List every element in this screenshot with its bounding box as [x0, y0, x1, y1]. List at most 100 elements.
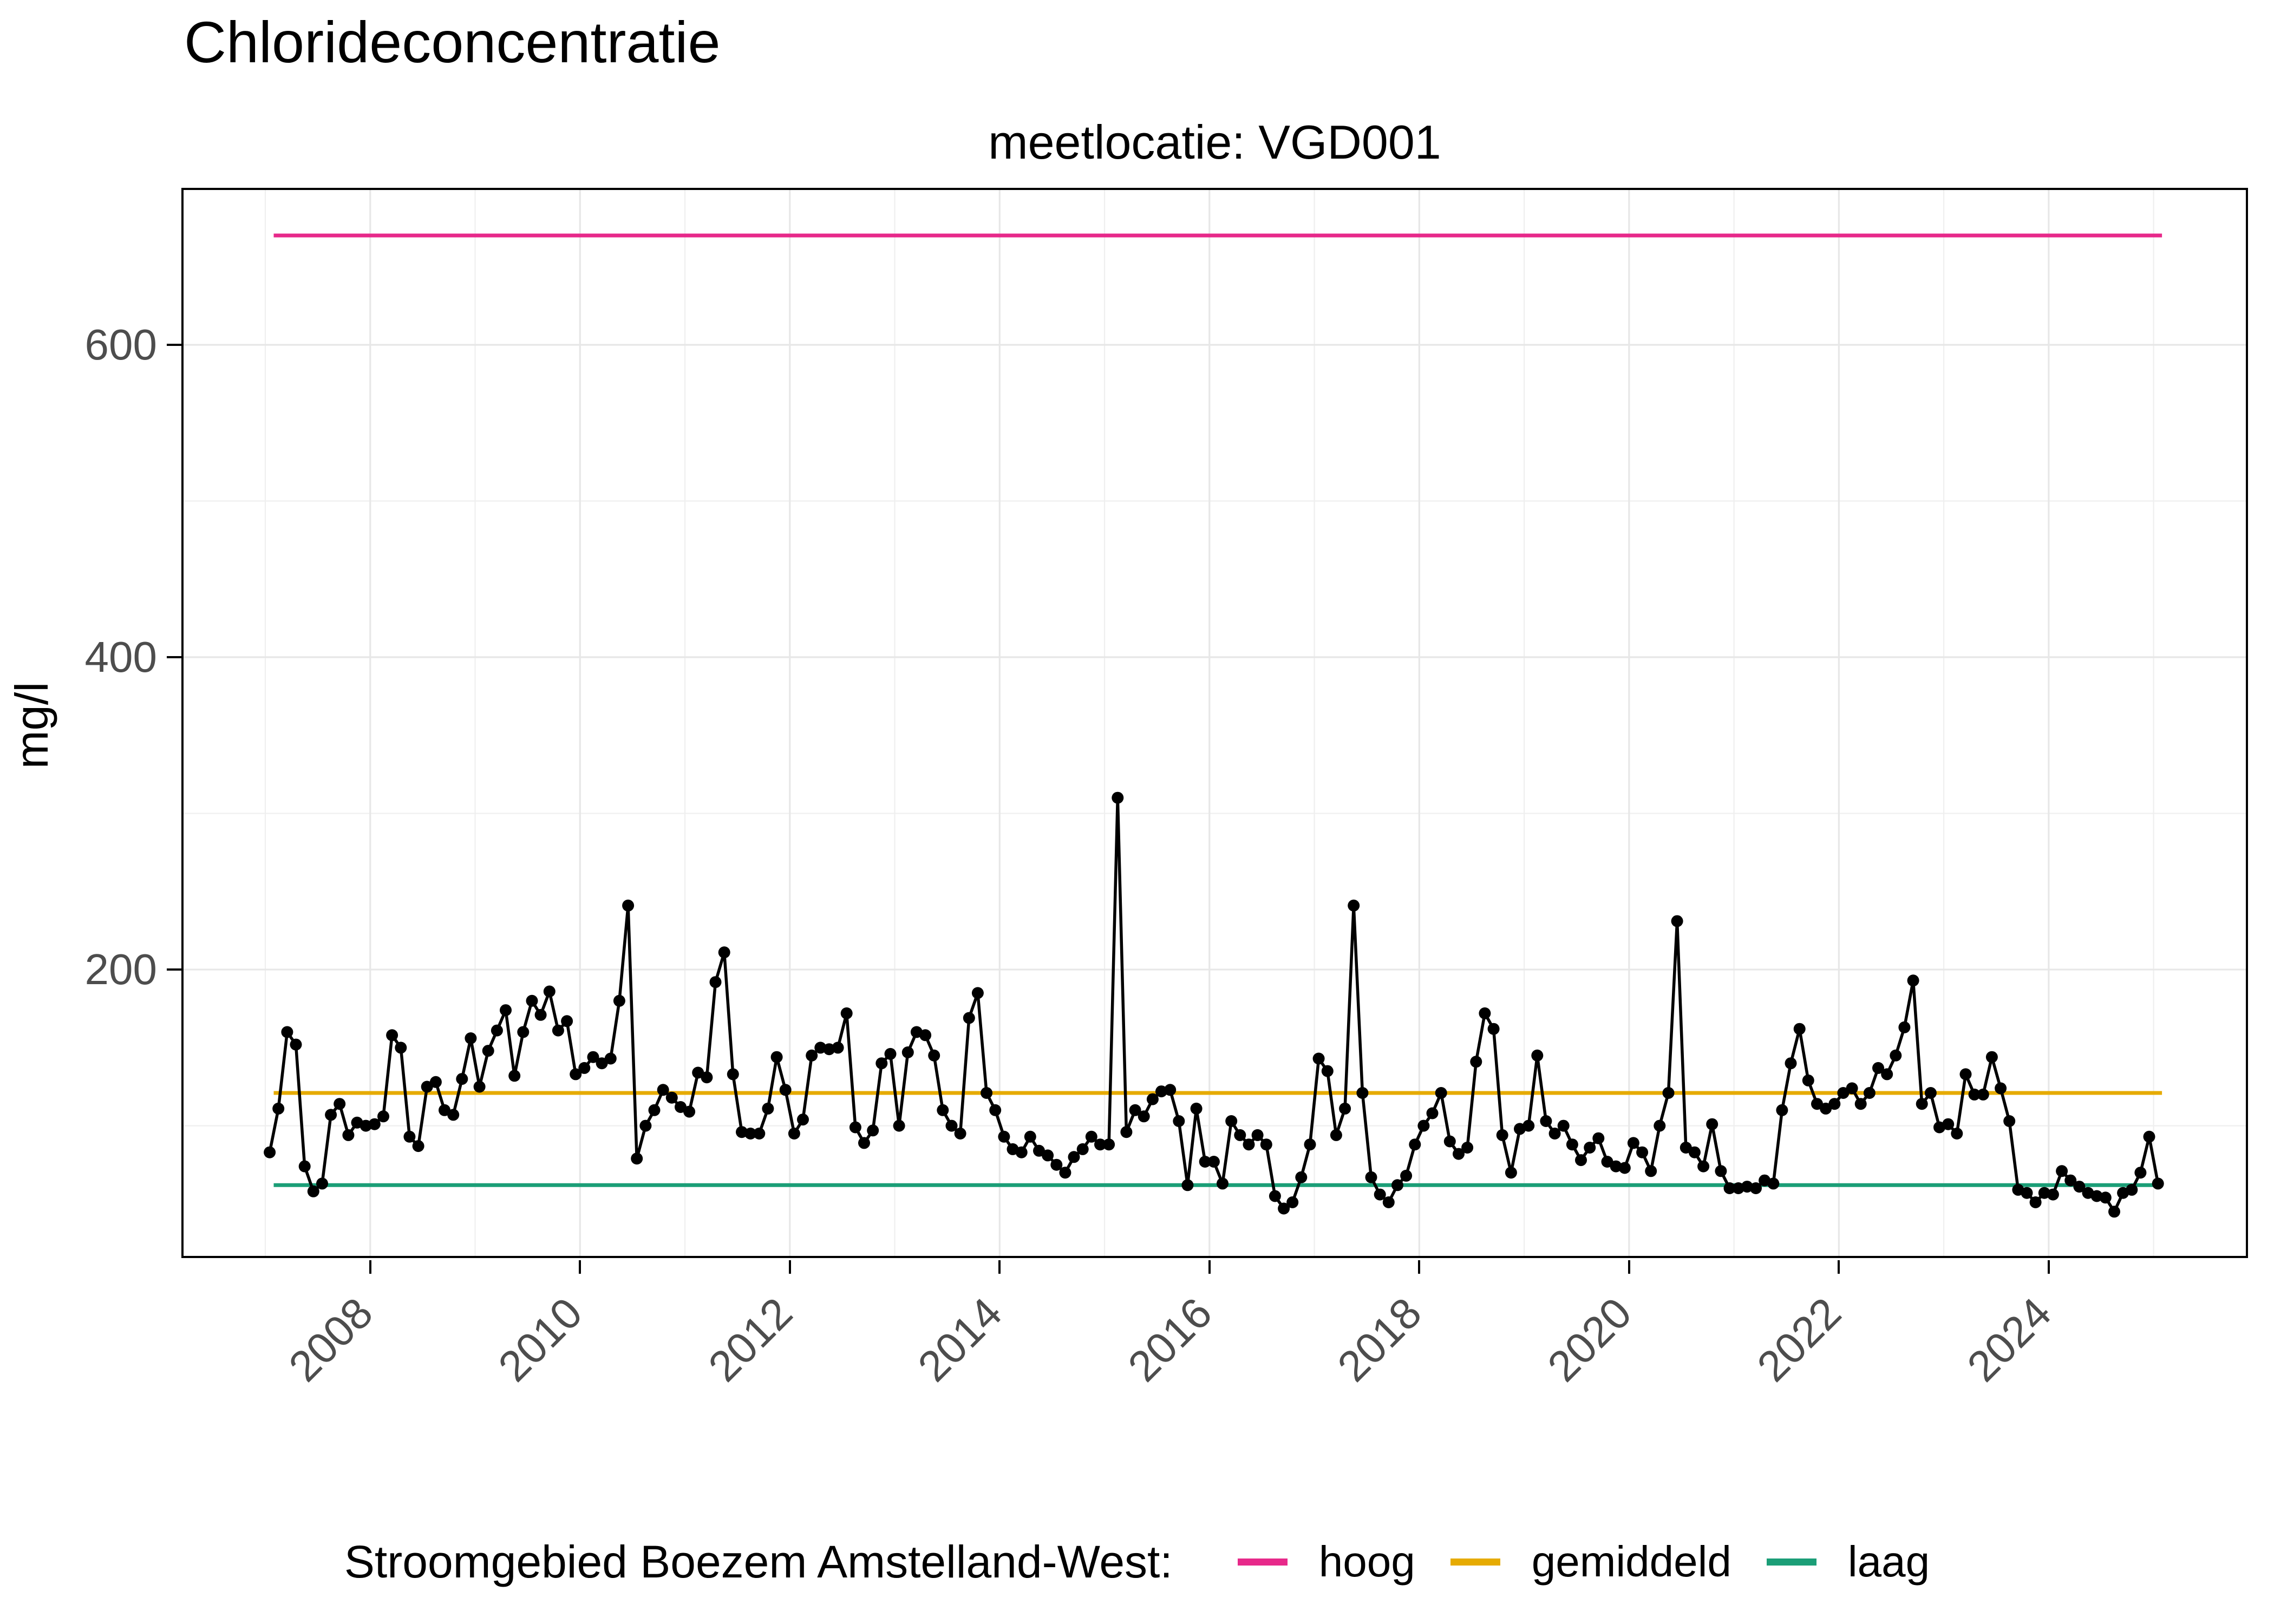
data-point — [1610, 1160, 1622, 1173]
data-point — [779, 1084, 792, 1096]
data-point — [901, 1046, 914, 1058]
data-point — [657, 1084, 669, 1096]
data-point — [596, 1057, 608, 1070]
data-point — [762, 1102, 774, 1115]
data-point — [2073, 1181, 2086, 1193]
data-point — [456, 1073, 468, 1085]
x-tick-label: 2020 — [1538, 1288, 1641, 1391]
data-point — [272, 1102, 285, 1115]
data-point — [1251, 1129, 1264, 1141]
data-point — [797, 1114, 809, 1126]
data-point — [1417, 1119, 1430, 1132]
legend-item-laag: laag — [1766, 1537, 1930, 1587]
data-point — [1085, 1130, 1097, 1143]
data-point — [552, 1024, 564, 1037]
x-tick-label: 2012 — [699, 1288, 801, 1391]
data-point — [473, 1081, 486, 1093]
data-point — [1033, 1144, 1045, 1157]
data-point — [701, 1071, 713, 1084]
x-tick — [579, 1260, 581, 1274]
data-point — [1120, 1126, 1133, 1138]
data-point — [2003, 1115, 2016, 1127]
data-point — [1129, 1104, 1141, 1116]
data-point — [971, 987, 984, 999]
data-point — [2152, 1177, 2164, 1190]
data-point — [439, 1104, 450, 1116]
data-point — [1548, 1128, 1561, 1140]
x-tick-label: 2014 — [909, 1288, 1011, 1391]
legend-swatch-gemiddeld — [1450, 1558, 1500, 1566]
data-point — [1304, 1138, 1316, 1151]
data-point — [648, 1104, 661, 1116]
data-point — [517, 1026, 530, 1038]
data-point — [1278, 1202, 1290, 1215]
legend-swatch-laag — [1766, 1558, 1816, 1566]
data-point — [675, 1101, 687, 1113]
legend-item-hoog: hoog — [1237, 1537, 1415, 1587]
data-point — [1750, 1182, 1762, 1194]
data-point — [447, 1109, 460, 1121]
data-point — [403, 1130, 416, 1143]
x-tick-label: 2024 — [1958, 1288, 2060, 1391]
data-point — [1924, 1087, 1937, 1099]
data-point — [1854, 1098, 1867, 1110]
plot-title: Chlorideconcentratie — [184, 9, 721, 75]
data-point — [1697, 1160, 1710, 1173]
data-point — [1217, 1177, 1229, 1190]
data-point — [1374, 1188, 1386, 1201]
data-point — [1776, 1104, 1788, 1116]
data-point — [1339, 1102, 1351, 1115]
data-point — [2108, 1206, 2120, 1218]
data-point — [1662, 1087, 1675, 1099]
data-point — [1575, 1154, 1587, 1167]
data-point — [1706, 1118, 1718, 1130]
data-point — [368, 1118, 381, 1130]
data-point — [1741, 1181, 1753, 1193]
data-point — [1138, 1110, 1150, 1123]
data-point — [1050, 1158, 1063, 1171]
data-point — [1112, 791, 1124, 804]
data-point — [377, 1110, 389, 1123]
data-point — [334, 1098, 346, 1110]
data-point — [1348, 899, 1360, 912]
data-point — [639, 1119, 652, 1132]
data-point — [2021, 1187, 2033, 1199]
data-point — [587, 1051, 599, 1063]
legend-title: Stroomgebied Boezem Amstelland-West: — [344, 1536, 1173, 1587]
x-tick — [2047, 1260, 2050, 1274]
data-point — [727, 1068, 739, 1081]
data-point — [1330, 1129, 1342, 1141]
data-point — [1828, 1098, 1841, 1110]
data-point — [1584, 1142, 1596, 1154]
y-tick — [167, 343, 181, 346]
data-point — [858, 1137, 870, 1149]
y-tick-label: 400 — [84, 633, 157, 682]
x-tick — [788, 1260, 791, 1274]
data-point — [290, 1038, 302, 1051]
data-point — [1382, 1196, 1395, 1208]
chart-panel — [181, 188, 2248, 1258]
x-tick — [1838, 1260, 1840, 1274]
data-point — [526, 994, 538, 1007]
data-point — [1837, 1087, 1850, 1099]
data-point — [1103, 1138, 1115, 1151]
data-point — [1453, 1148, 1465, 1160]
data-point — [1295, 1171, 1308, 1183]
y-tick-label: 600 — [84, 320, 157, 369]
data-point — [1636, 1146, 1649, 1158]
data-point — [307, 1185, 319, 1197]
legend-label: hoog — [1318, 1537, 1415, 1586]
data-point — [709, 976, 722, 988]
data-point — [1985, 1051, 1998, 1063]
data-point — [989, 1104, 1002, 1116]
data-point — [1173, 1115, 1185, 1127]
x-tick-label: 2018 — [1328, 1288, 1431, 1391]
data-point — [1400, 1169, 1413, 1182]
data-point — [2126, 1183, 2138, 1196]
data-point — [604, 1052, 617, 1065]
data-point — [832, 1042, 844, 1054]
x-tick-label: 2008 — [279, 1288, 382, 1391]
data-point — [945, 1119, 958, 1132]
data-point — [1968, 1088, 1981, 1101]
data-point — [1269, 1190, 1281, 1202]
